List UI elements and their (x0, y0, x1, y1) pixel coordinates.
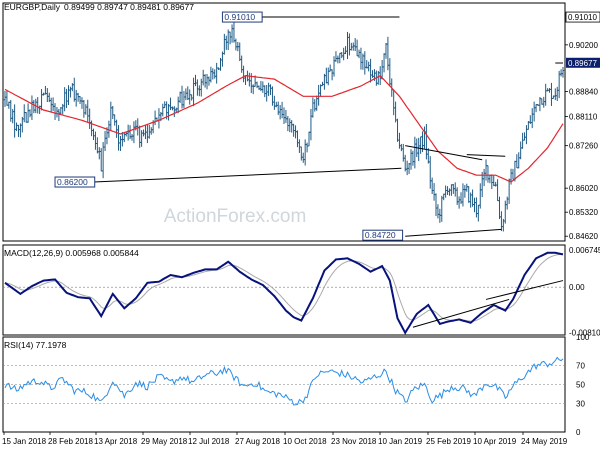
x-tick-label: 10 Apr 2019 (473, 437, 517, 446)
x-tick-label: 12 Jul 2018 (188, 437, 230, 446)
price-y-tick: 0.85320 (569, 208, 598, 217)
x-tick-label: 27 Aug 2018 (235, 437, 280, 446)
watermark-text: ActionForex.com (164, 206, 307, 227)
macd-trendline-2 (485, 280, 564, 300)
price-y-tick: 0.88110 (569, 113, 598, 122)
triangle-lower-line (405, 228, 502, 237)
macd-panel-frame (2, 244, 566, 336)
x-tick-label: 10 Oct 2018 (283, 437, 327, 446)
x-tick-label: 28 Feb 2018 (48, 437, 93, 446)
price-panel-header-values: 0.89499 0.89747 0.89481 0.89677 (64, 2, 194, 12)
x-tick-label: 10 Jan 2019 (378, 437, 423, 446)
x-tick-label: 29 May 2018 (141, 437, 188, 446)
macd-y-tick: 0.006745 (569, 246, 600, 255)
moving-average-line (4, 74, 564, 183)
triangle-upper-line (405, 145, 483, 161)
x-tick-label: 24 May 2019 (521, 437, 568, 446)
rsi-panel-label: RSI(14) 77.1978 (4, 340, 67, 350)
label-86200: 0.86200 (57, 177, 88, 187)
label-86200-box (54, 176, 96, 188)
price-y-tick: 0.91010 (568, 13, 597, 22)
x-tick-label: 25 Feb 2019 (426, 437, 471, 446)
price-panel-frame (2, 2, 566, 242)
macd-y-tick: 0.00 (569, 283, 585, 292)
macd-trendline-1 (412, 298, 510, 328)
current-price-badge (566, 57, 600, 68)
pennant-line (466, 154, 506, 157)
x-tick-label: 23 Nov 2018 (331, 437, 377, 446)
macd-panel-label: MACD(12,26,9) 0.005968 0.005844 (4, 248, 139, 258)
current-price-label: 0.89677 (568, 59, 597, 68)
level-91010-badge (565, 11, 600, 23)
price-y-tick: 0.90200 (569, 41, 598, 50)
rsi-y-tick: 50 (576, 381, 585, 390)
price-y-tick: 0.86020 (569, 184, 598, 193)
x-tick-label: 15 Jan 2018 (2, 437, 47, 446)
price-panel-title: EURGBP,Daily (4, 2, 61, 12)
price-y-tick: 0.87260 (569, 142, 598, 151)
price-y-tick: 0.84620 (569, 232, 598, 241)
price-y-tick: 0.88840 (569, 87, 598, 96)
rsi-y-tick: 30 (576, 400, 585, 409)
support-trendline (93, 167, 402, 183)
macd-signal-line (4, 253, 563, 322)
label-91010: 0.91010 (224, 12, 255, 22)
macd-y-tick: -0.008109 (569, 328, 600, 337)
rsi-y-tick: 0 (576, 428, 581, 437)
rsi-y-tick: 100 (576, 333, 590, 342)
label-91010-box (221, 11, 263, 23)
rsi-y-tick: 70 (576, 362, 585, 371)
macd-line (4, 251, 564, 335)
rsi-line (4, 356, 564, 406)
label-84720: 0.84720 (365, 230, 396, 240)
x-tick-label: 13 Apr 2018 (94, 437, 138, 446)
label-84720-box (362, 229, 404, 241)
